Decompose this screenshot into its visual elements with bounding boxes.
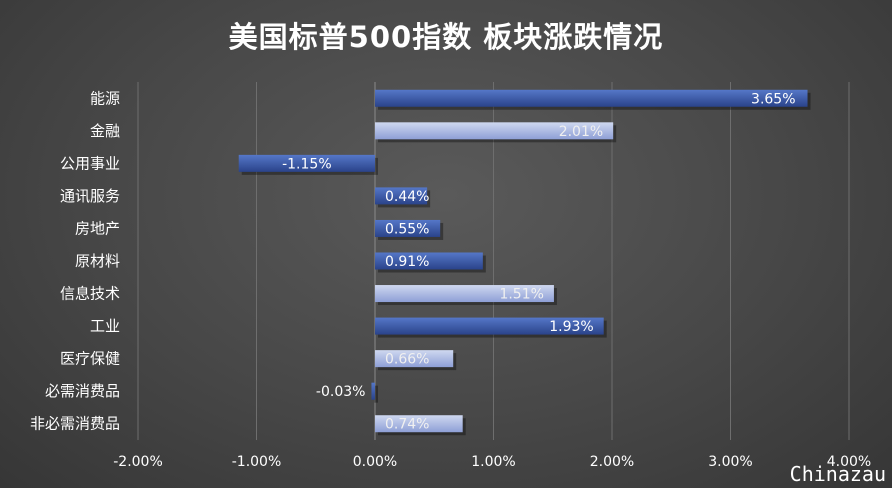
bar bbox=[371, 382, 375, 400]
bar bbox=[375, 187, 428, 205]
x-tick-label: -1.00% bbox=[232, 454, 282, 470]
data-label: -1.15% bbox=[282, 156, 332, 172]
category-label: 房地产 bbox=[75, 219, 120, 237]
watermark-text: Chinazau bbox=[789, 462, 886, 486]
x-tick-label: 3.00% bbox=[708, 454, 752, 470]
data-label: 0.66% bbox=[385, 352, 429, 368]
bar bbox=[375, 350, 454, 368]
data-label: 1.93% bbox=[549, 319, 593, 335]
bar bbox=[375, 89, 808, 107]
category-label: 工业 bbox=[90, 317, 120, 335]
data-label: 0.44% bbox=[385, 189, 429, 205]
bar bbox=[238, 154, 375, 172]
bar-shadow bbox=[374, 385, 378, 403]
data-label: 0.91% bbox=[385, 254, 429, 270]
data-label: 2.01% bbox=[559, 124, 603, 140]
category-label: 医疗保健 bbox=[60, 350, 120, 368]
x-tick-label: 1.00% bbox=[471, 454, 515, 470]
data-label: 3.65% bbox=[751, 91, 795, 107]
data-label: 0.55% bbox=[385, 221, 429, 237]
chart-title: 美国标普500指数 板块涨跌情况 bbox=[228, 20, 664, 54]
bar bbox=[375, 415, 463, 433]
x-tick-label: -2.00% bbox=[113, 454, 163, 470]
bar bbox=[375, 122, 614, 140]
category-label: 必需消费品 bbox=[45, 382, 120, 400]
data-label: 1.51% bbox=[499, 287, 543, 303]
category-label: 原材料 bbox=[75, 252, 120, 270]
data-label: 0.74% bbox=[385, 417, 429, 433]
label-layer: -2.00% -1.00% 0.00% 1.00% 2.00% 3.00% 4.00% 能源 3… bbox=[30, 89, 871, 470]
category-label: 能源 bbox=[90, 89, 120, 107]
bar bbox=[375, 219, 441, 237]
category-label: 通讯服务 bbox=[60, 187, 120, 205]
bar bbox=[375, 317, 604, 335]
bar bbox=[375, 252, 483, 270]
data-label: -0.03% bbox=[316, 384, 366, 400]
bar bbox=[375, 285, 554, 303]
category-label: 公用事业 bbox=[60, 154, 120, 172]
category-label: 信息技术 bbox=[60, 285, 120, 303]
x-tick-label: 4.00% bbox=[827, 454, 871, 470]
category-label: 金融 bbox=[90, 122, 120, 140]
category-label: 非必需消费品 bbox=[30, 415, 120, 433]
bar-layer bbox=[238, 89, 811, 436]
x-tick-label: 0.00% bbox=[353, 454, 397, 470]
x-tick-label: 2.00% bbox=[590, 454, 634, 470]
